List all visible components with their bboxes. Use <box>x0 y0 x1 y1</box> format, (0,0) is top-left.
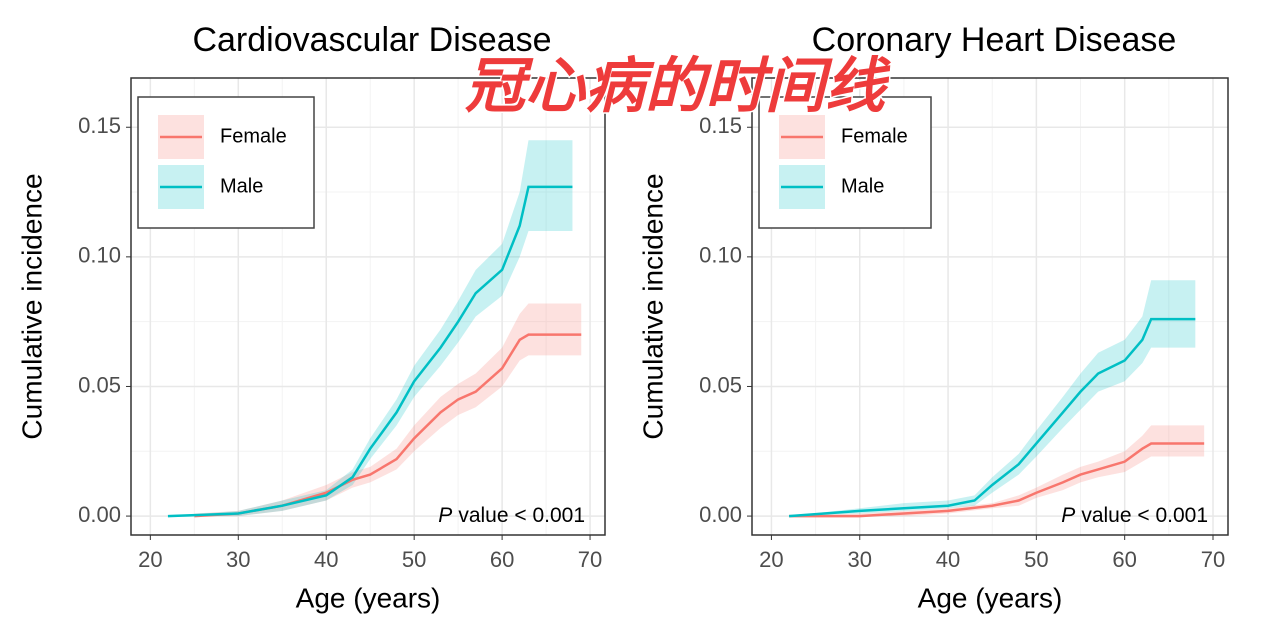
x-tick-label: 40 <box>314 547 338 572</box>
legend-box <box>758 96 932 229</box>
x-tick-label: 40 <box>936 547 960 572</box>
annotation-text: value < 0.001 <box>458 504 585 527</box>
legend-label: Male <box>220 175 263 197</box>
plot-border <box>130 77 606 536</box>
legend-label: Female <box>841 125 908 147</box>
chart-title: Coronary Heart Disease <box>812 21 1177 59</box>
series-line <box>788 317 1196 518</box>
y-tick-label: 0.15 <box>699 113 742 138</box>
overlay-title: 冠心病的时间线 <box>465 52 891 122</box>
chart-panel: 20 30 40 50 60 70 0.00 0.05 0.10 0.15 Female Male P v… <box>637 21 1229 613</box>
chart-title: Cardiovascular Disease <box>192 21 551 59</box>
y-tick-label: 0.05 <box>78 372 121 397</box>
x-tick-label: 70 <box>1201 547 1225 572</box>
y-tick-label: 0.00 <box>699 502 742 527</box>
confidence-band <box>167 140 573 517</box>
y-axis-label: Cumulative incidence <box>16 173 47 439</box>
legend-label: Male <box>841 175 884 197</box>
legend-label: Female <box>220 125 287 147</box>
chart-panel: 20 30 40 50 60 70 0.00 0.05 0.10 0.15 Female Male P v… <box>16 21 606 613</box>
y-tick-label: 0.15 <box>78 113 121 138</box>
series-line <box>167 185 573 518</box>
y-tick-label: 0.10 <box>78 243 121 268</box>
series-line <box>789 442 1205 518</box>
confidence-band <box>789 425 1205 517</box>
y-tick-label: 0.10 <box>699 243 742 268</box>
confidence-band <box>194 303 582 517</box>
x-axis-label: Age (years) <box>296 582 441 613</box>
plot-border <box>751 77 1229 536</box>
x-tick-label: 70 <box>578 547 602 572</box>
x-tick-label: 20 <box>759 547 783 572</box>
x-tick-label: 60 <box>490 547 514 572</box>
y-axis-label: Cumulative incidence <box>637 173 668 439</box>
annotation-italic: P <box>1061 504 1075 527</box>
legend-box <box>137 96 315 229</box>
annotation-italic: P <box>438 504 452 527</box>
x-tick-label: 20 <box>138 547 162 572</box>
x-tick-label: 30 <box>226 547 250 572</box>
y-tick-label: 0.00 <box>78 502 121 527</box>
x-tick-label: 50 <box>1024 547 1048 572</box>
y-tick-label: 0.05 <box>699 372 742 397</box>
x-tick-label: 50 <box>402 547 426 572</box>
x-tick-label: 60 <box>1112 547 1136 572</box>
annotation-text: value < 0.001 <box>1081 504 1208 527</box>
x-axis-label: Age (years) <box>918 582 1063 613</box>
confidence-band <box>789 280 1196 517</box>
x-tick-label: 30 <box>847 547 871 572</box>
